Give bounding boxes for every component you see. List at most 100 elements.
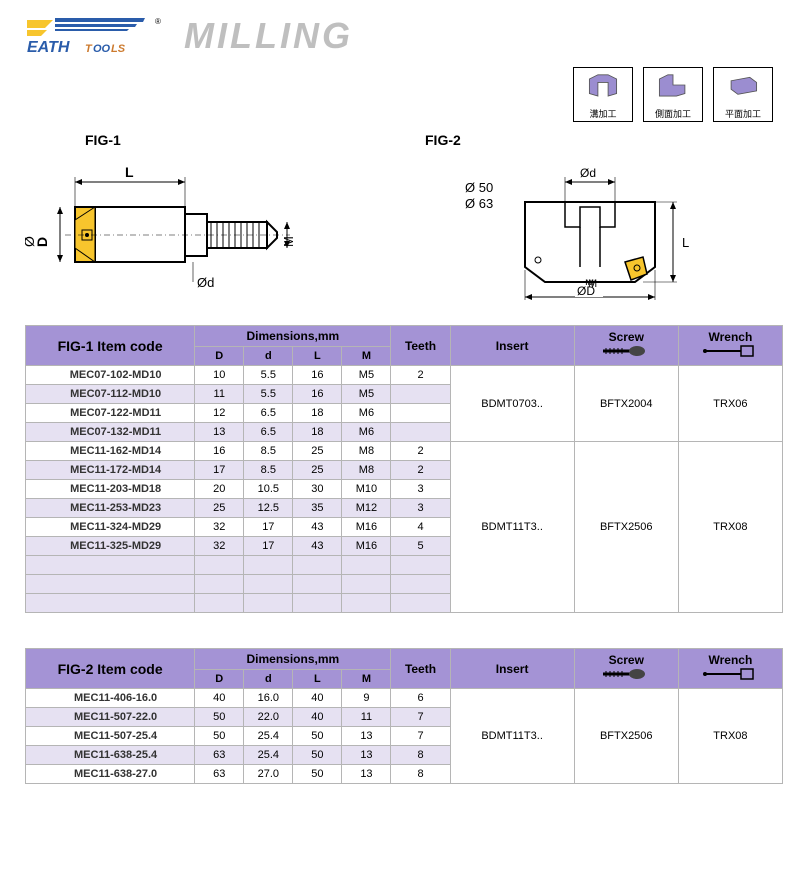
cell-teeth: 3 [391, 499, 450, 518]
cell-insert: BDMT0703.. [450, 366, 574, 442]
cell-teeth: 3 [391, 480, 450, 499]
fig1-table: FIG-1 Item code Dimensions,mm Teeth Inse… [25, 325, 783, 613]
cell-d: 10.5 [244, 480, 293, 499]
cell-d: 5.5 [244, 385, 293, 404]
svg-text:Ød: Ød [197, 275, 214, 290]
cell-code: MEC11-406-16.0 [26, 689, 195, 708]
svg-text:®: ® [155, 17, 161, 26]
cell-code: MEC11-324-MD29 [26, 518, 195, 537]
cell-code: MEC11-507-22.0 [26, 708, 195, 727]
screw-icon [601, 667, 651, 681]
cell-d: 17 [244, 518, 293, 537]
th2-M: M [342, 670, 391, 689]
icon-side-milling: 側面加工 [643, 67, 703, 122]
cell-L: 50 [293, 727, 342, 746]
cell-teeth: 8 [391, 765, 450, 784]
th-D: D [195, 347, 244, 366]
cell-d: 27.0 [244, 765, 293, 784]
cell-d: 5.5 [244, 366, 293, 385]
cell-teeth [391, 423, 450, 442]
cell-screw: BFTX2506 [574, 442, 678, 613]
cell-L: 40 [293, 708, 342, 727]
cell-D: 11 [195, 385, 244, 404]
fig2-diagram: Ø 50 Ø 63 Ød [425, 152, 725, 302]
cell-teeth: 2 [391, 442, 450, 461]
th-dimensions: Dimensions,mm [195, 326, 391, 347]
cell-M: M8 [342, 461, 391, 480]
figures-row: FIG-1 [25, 132, 783, 305]
cell-L: 16 [293, 385, 342, 404]
cell-L: 50 [293, 746, 342, 765]
cell-code: MEC11-325-MD29 [26, 537, 195, 556]
cell-M: 13 [342, 746, 391, 765]
th-wrench: Wrench [678, 326, 782, 366]
svg-text:EATH: EATH [27, 39, 70, 56]
cell-code: MEC11-638-27.0 [26, 765, 195, 784]
cell-wrench: TRX08 [678, 442, 782, 613]
cell-D: 17 [195, 461, 244, 480]
th2-L: L [293, 670, 342, 689]
th2-d: d [244, 670, 293, 689]
cell-teeth: 7 [391, 727, 450, 746]
cell-L: 43 [293, 518, 342, 537]
cell-d: 25.4 [244, 727, 293, 746]
cell-L: 18 [293, 404, 342, 423]
cell-M: M5 [342, 385, 391, 404]
cell-M: M6 [342, 423, 391, 442]
svg-text:Ø 50: Ø 50 [465, 180, 493, 195]
cell-code: MEC11-203-MD18 [26, 480, 195, 499]
cell-D: 12 [195, 404, 244, 423]
cell-d: 8.5 [244, 442, 293, 461]
cell-M: M5 [342, 366, 391, 385]
cell-D: 63 [195, 765, 244, 784]
cell-D: 16 [195, 442, 244, 461]
cell-code: MEC11-638-25.4 [26, 746, 195, 765]
cell-teeth: 2 [391, 366, 450, 385]
cell-screw: BFTX2004 [574, 366, 678, 442]
cell-code: MEC11-253-MD23 [26, 499, 195, 518]
svg-text:T: T [85, 43, 93, 55]
cell-d: 17 [244, 537, 293, 556]
cell-teeth: 2 [391, 461, 450, 480]
table-row: MEC11-162-MD14168.525M82BDMT11T3..BFTX25… [26, 442, 783, 461]
brand-logo: ® EATH T OO LS [25, 16, 170, 56]
fig1-title: FIG-1 [25, 132, 355, 148]
cell-insert: BDMT11T3.. [450, 442, 574, 613]
fig2-table: FIG-2 Item code Dimensions,mm Teeth Inse… [25, 648, 783, 784]
icon-slot-milling: 溝加工 [573, 67, 633, 122]
fig2-title: FIG-2 [425, 132, 725, 148]
th2-insert: Insert [450, 649, 574, 689]
cell-L: 18 [293, 423, 342, 442]
svg-text:Ø 63: Ø 63 [465, 196, 493, 211]
cell-D: 10 [195, 366, 244, 385]
cell-L: 40 [293, 689, 342, 708]
cell-M: 13 [342, 727, 391, 746]
cell-M: M16 [342, 537, 391, 556]
page-title: MILLING [184, 15, 353, 57]
cell-d: 6.5 [244, 404, 293, 423]
th-M: M [342, 347, 391, 366]
svg-text:OO: OO [93, 43, 111, 55]
th2-D: D [195, 670, 244, 689]
cell-code: MEC07-132-MD11 [26, 423, 195, 442]
svg-text:L: L [125, 164, 134, 180]
cell-L: 30 [293, 480, 342, 499]
th-screw: Screw [574, 326, 678, 366]
wrench-icon [703, 667, 758, 681]
cell-M: M16 [342, 518, 391, 537]
cell-D: 32 [195, 518, 244, 537]
machining-icons-row: 溝加工 側面加工 平面加工 [25, 67, 783, 122]
svg-text:M: M [588, 278, 597, 290]
th-teeth: Teeth [391, 326, 450, 366]
th-L: L [293, 347, 342, 366]
cell-M: M12 [342, 499, 391, 518]
th-d: d [244, 347, 293, 366]
cell-code: MEC07-102-MD10 [26, 366, 195, 385]
cell-teeth: 4 [391, 518, 450, 537]
cell-M: 9 [342, 689, 391, 708]
cell-d: 16.0 [244, 689, 293, 708]
svg-text:L: L [682, 235, 689, 250]
svg-text:Ø: Ø [25, 236, 37, 247]
cell-d: 8.5 [244, 461, 293, 480]
cell-teeth: 8 [391, 746, 450, 765]
